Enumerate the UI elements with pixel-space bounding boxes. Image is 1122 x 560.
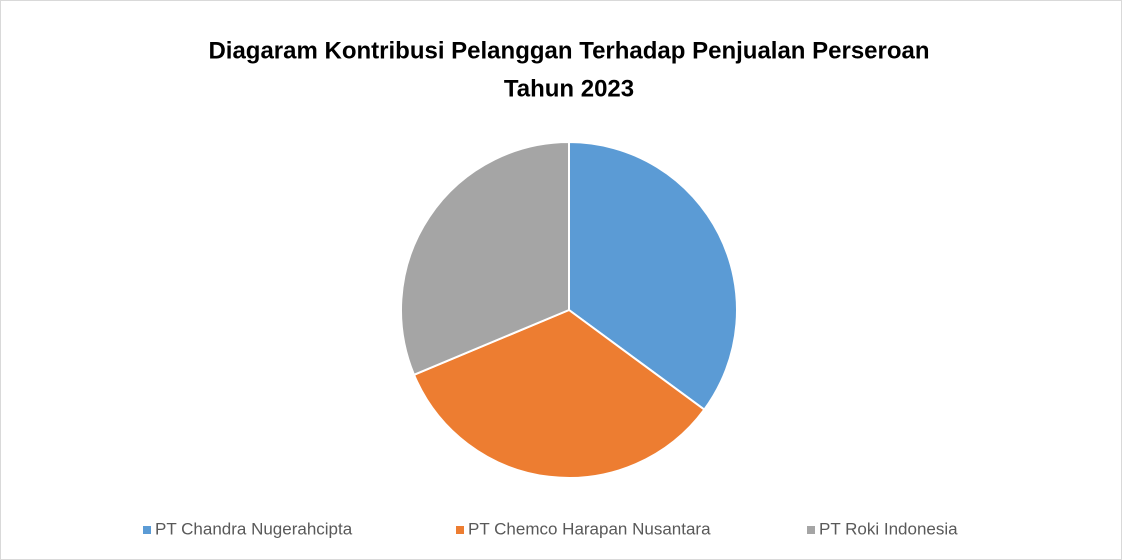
pie-slice	[412, 308, 706, 479]
legend-swatch	[143, 526, 151, 534]
pie-slice	[400, 140, 570, 377]
chart-title: Tahun 2023	[504, 75, 634, 102]
legend-label: PT Roki Indonesia	[819, 519, 958, 538]
legend-label: PT Chandra Nugerahcipta	[155, 519, 353, 538]
legend-swatch	[807, 526, 815, 534]
legend-label: PT Chemco Harapan Nusantara	[468, 519, 711, 538]
legend-swatch	[456, 526, 464, 534]
chart-title: Diagaram Kontribusi Pelanggan Terhadap P…	[208, 37, 929, 64]
pie-slice	[568, 140, 738, 411]
